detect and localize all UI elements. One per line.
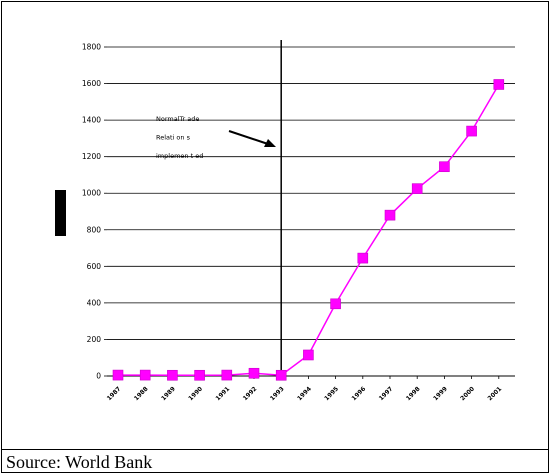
x-tick-label: 1995 <box>323 385 340 402</box>
x-tick-label: 1996 <box>350 385 367 402</box>
data-point <box>439 161 450 173</box>
x-tick-label: 1994 <box>296 385 313 402</box>
data-point <box>139 369 151 381</box>
data-point <box>221 369 233 381</box>
data-point <box>167 369 178 381</box>
caption-divider <box>1 449 549 450</box>
data-point <box>330 298 341 310</box>
gridlines <box>107 46 515 340</box>
y-tick-label: 600 <box>87 262 102 271</box>
y-tick-label: 1000 <box>82 189 101 198</box>
annotation-line: implemen t ed <box>156 152 203 160</box>
series-markers <box>112 79 505 381</box>
y-tick-label: 400 <box>87 298 102 307</box>
data-point <box>384 209 396 221</box>
y-tick-label: 1400 <box>82 116 101 125</box>
y-tick-label: 0 <box>96 372 101 381</box>
y-tick-label: 200 <box>87 335 102 344</box>
x-tick-label: 1993 <box>269 385 286 402</box>
data-point <box>112 369 124 381</box>
axis-title-block <box>55 190 66 236</box>
x-tick-label: 1999 <box>432 385 449 402</box>
x-tick-label: 1997 <box>378 385 395 402</box>
y-tick-label: 1200 <box>82 152 101 161</box>
x-tick-label: 1988 <box>133 385 150 402</box>
data-point <box>493 79 505 90</box>
annotation-arrow-head <box>264 139 276 147</box>
data-point <box>194 369 205 381</box>
data-point <box>357 252 369 264</box>
source-caption: Source: World Bank <box>6 452 153 472</box>
data-point <box>303 349 314 361</box>
x-tick-label: 1987 <box>106 385 123 402</box>
data-point <box>466 125 477 137</box>
annotation-arrow-shaft <box>228 130 269 145</box>
annotation: NormalTr ade Relati on s implemen t ed <box>156 115 276 160</box>
x-tick-label: 1989 <box>160 385 177 402</box>
annotation-line: Relati on s <box>156 134 191 142</box>
x-tick-label: 2000 <box>459 385 476 402</box>
x-tick-label: 1992 <box>242 385 259 402</box>
annotation-line: NormalTr ade <box>156 115 199 123</box>
y-axis-ticks: 0 200 400 600 800 1000 1200 1400 1600 1800 <box>82 43 107 381</box>
x-tick-label: 2001 <box>486 385 503 402</box>
x-tick-label: 1991 <box>214 385 231 402</box>
data-point <box>411 183 423 194</box>
y-tick-label: 1600 <box>82 79 101 88</box>
y-tick-label: 800 <box>87 225 102 234</box>
y-tick-label: 1800 <box>82 43 101 52</box>
x-tick-label: 1990 <box>187 385 204 402</box>
x-tick-label: 1998 <box>405 385 422 402</box>
data-point <box>248 367 260 379</box>
x-axis-ticks: 1987 1988 1989 1990 1991 1992 1993 1994 1995 1996… <box>106 376 503 402</box>
data-point <box>275 369 287 381</box>
